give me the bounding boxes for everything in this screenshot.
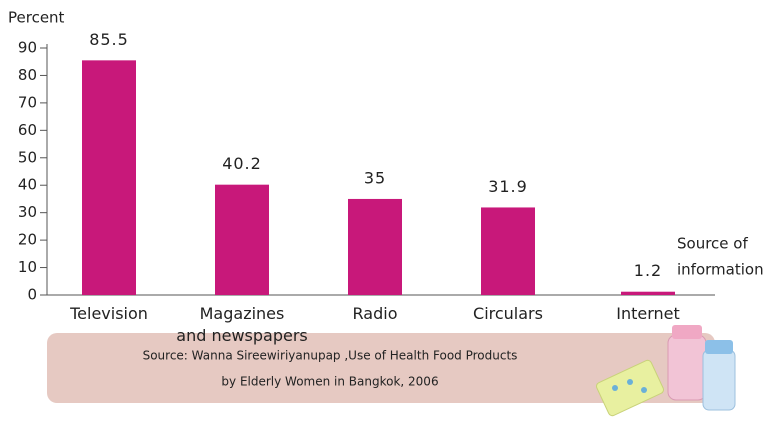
y-tick-label: 10	[18, 258, 37, 276]
bar	[82, 60, 136, 295]
bar	[348, 199, 402, 295]
y-tick-label: 40	[18, 176, 37, 194]
value-label: 35	[364, 168, 386, 187]
y-axis-title: Percent	[8, 9, 65, 27]
source-line: Source: Wanna Sireewiriyanupap ,Use of H…	[143, 349, 518, 363]
page: Source: Wanna Sireewiriyanupap ,Use of H…	[0, 0, 782, 431]
y-tick-label: 60	[18, 121, 37, 139]
y-tick-label: 90	[18, 39, 37, 57]
y-tick-label: 50	[18, 148, 37, 166]
value-label: 1.2	[634, 261, 662, 280]
y-tick-label: 20	[18, 231, 37, 249]
bar	[621, 292, 675, 295]
value-label: 31.9	[488, 177, 528, 196]
bar	[215, 185, 269, 295]
value-label: 85.5	[89, 30, 129, 49]
y-tick-label: 0	[27, 286, 37, 304]
x-tick-label: Internet	[568, 303, 728, 325]
value-label: 40.2	[222, 154, 262, 173]
y-tick-label: 80	[18, 66, 37, 84]
y-tick-label: 30	[18, 203, 37, 221]
source-line: by Elderly Women in Bangkok, 2006	[221, 375, 438, 389]
x-axis-title: information	[677, 261, 764, 279]
x-tick-label: Circulars	[428, 303, 588, 325]
x-axis-title: Source of	[677, 235, 748, 253]
bar	[481, 207, 535, 295]
chart: Source: Wanna Sireewiriyanupap ,Use of H…	[0, 0, 782, 431]
y-tick-label: 70	[18, 93, 37, 111]
